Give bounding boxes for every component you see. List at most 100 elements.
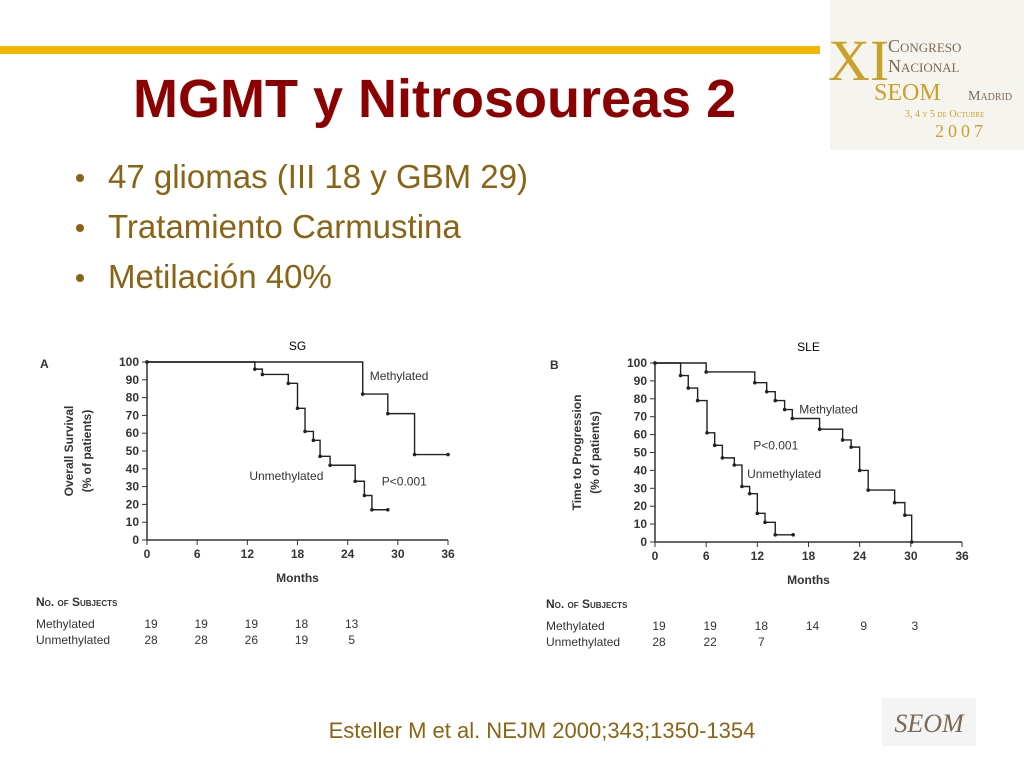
y-tick-label: 80 (634, 392, 648, 406)
table-cell: 22 (703, 635, 717, 649)
chart-subtitle: SG (289, 339, 306, 353)
table-cell: 28 (652, 635, 666, 649)
table-cell: 9 (860, 619, 867, 633)
censor-point (446, 452, 450, 457)
series-label: Unmethylated (249, 469, 323, 483)
footer-logo: SEOM (894, 709, 965, 738)
survival-line (147, 361, 448, 456)
x-tick-label: 12 (751, 549, 765, 563)
bullet-text: 47 gliomas (III 18 y GBM 29) (108, 158, 528, 195)
censor-point (849, 445, 853, 449)
table-row-label: Methylated (36, 617, 95, 631)
logo-text: Madrid (968, 89, 1012, 104)
table-cell: 26 (245, 633, 259, 647)
x-tick-label: 18 (802, 549, 816, 563)
bullet-dot (76, 224, 84, 232)
censor-point (720, 456, 725, 460)
bullet-dot (76, 174, 84, 182)
series-label: Methylated (370, 369, 429, 383)
table-cell: 28 (194, 633, 208, 647)
bullet-text: Metilación 40% (108, 258, 332, 295)
table-cell: 7 (758, 635, 765, 649)
y-tick-label: 80 (126, 391, 140, 405)
bullet-text: Tratamiento Carmustina (108, 208, 461, 245)
censor-point (295, 406, 300, 411)
table-row-label: Unmethylated (546, 635, 620, 649)
censor-point (412, 452, 417, 457)
y-tick-label: 60 (634, 428, 648, 442)
y-tick-label: 100 (627, 356, 647, 370)
censor-point (782, 407, 787, 412)
censor-point (909, 540, 914, 544)
y-tick-label: 60 (126, 426, 140, 440)
table-cell: 3 (911, 619, 918, 633)
logo-text: 3, 4 y 5 de Octubre (905, 109, 984, 120)
table-row-label: Unmethylated (36, 633, 110, 647)
y-tick-label: 20 (126, 497, 140, 511)
slide-title: MGMT y Nitrosoureas 2 (133, 69, 736, 129)
x-tick-label: 18 (291, 547, 305, 561)
y-tick-label: 0 (640, 535, 647, 549)
table-cell: 19 (652, 619, 666, 633)
x-tick-label: 12 (241, 547, 255, 561)
chart-subtitle: SLE (797, 340, 820, 354)
censor-point (704, 370, 708, 374)
censor-point (318, 454, 322, 459)
y-tick-label: 40 (634, 463, 648, 477)
censor-point (653, 361, 657, 365)
footer-logo-bg (882, 698, 976, 746)
y-axis-title: Overall Survival (62, 406, 76, 497)
censor-point (755, 511, 760, 516)
y-tick-label: 10 (634, 517, 648, 531)
censor-point (764, 389, 769, 394)
citation: Esteller M et al. NEJM 2000;343;1350-135… (329, 718, 756, 743)
censor-point (773, 398, 778, 403)
annotation: P<0.001 (382, 474, 427, 488)
censor-point (712, 443, 717, 448)
censor-point (328, 463, 332, 468)
censor-point (817, 427, 822, 432)
y-tick-label: 30 (634, 481, 648, 495)
annotation: P<0.001 (753, 438, 798, 452)
y-axis-title: (% of patients) (80, 410, 94, 493)
censor-point (386, 507, 390, 512)
logo-text: Congreso (888, 36, 961, 56)
x-tick-label: 36 (955, 549, 969, 563)
censor-point (260, 372, 265, 377)
logo-roman: XI (828, 28, 889, 93)
table-cell: 19 (245, 617, 259, 631)
y-tick-label: 20 (634, 499, 648, 513)
x-axis-title: Months (276, 571, 319, 585)
censor-point (311, 438, 316, 443)
censor-point (903, 513, 907, 517)
y-tick-label: 100 (119, 355, 139, 369)
x-tick-label: 36 (441, 547, 455, 561)
x-tick-label: 0 (652, 549, 659, 563)
y-tick-label: 10 (126, 515, 140, 529)
censor-point (360, 392, 365, 396)
logo-text: SEOM (874, 80, 941, 106)
logo-text: 2007 (935, 121, 987, 141)
censor-point (353, 479, 357, 484)
censor-point (791, 533, 795, 537)
censor-point (253, 367, 257, 371)
censor-point (303, 429, 307, 434)
x-axis-title: Months (787, 573, 830, 587)
y-axis-title: (% of patients) (588, 411, 602, 494)
x-tick-label: 0 (144, 547, 151, 561)
censor-point (386, 411, 390, 416)
y-tick-label: 50 (126, 444, 140, 458)
y-tick-label: 90 (126, 373, 140, 387)
censor-point (678, 373, 683, 378)
x-tick-label: 30 (391, 547, 405, 561)
y-tick-label: 70 (126, 408, 140, 422)
x-tick-label: 6 (194, 547, 201, 561)
series-label: Methylated (799, 403, 858, 417)
censor-point (773, 533, 778, 537)
survival-line (655, 362, 913, 542)
logo-text: Nacional (888, 56, 960, 76)
table-cell: 19 (144, 617, 158, 631)
censor-point (763, 520, 767, 525)
